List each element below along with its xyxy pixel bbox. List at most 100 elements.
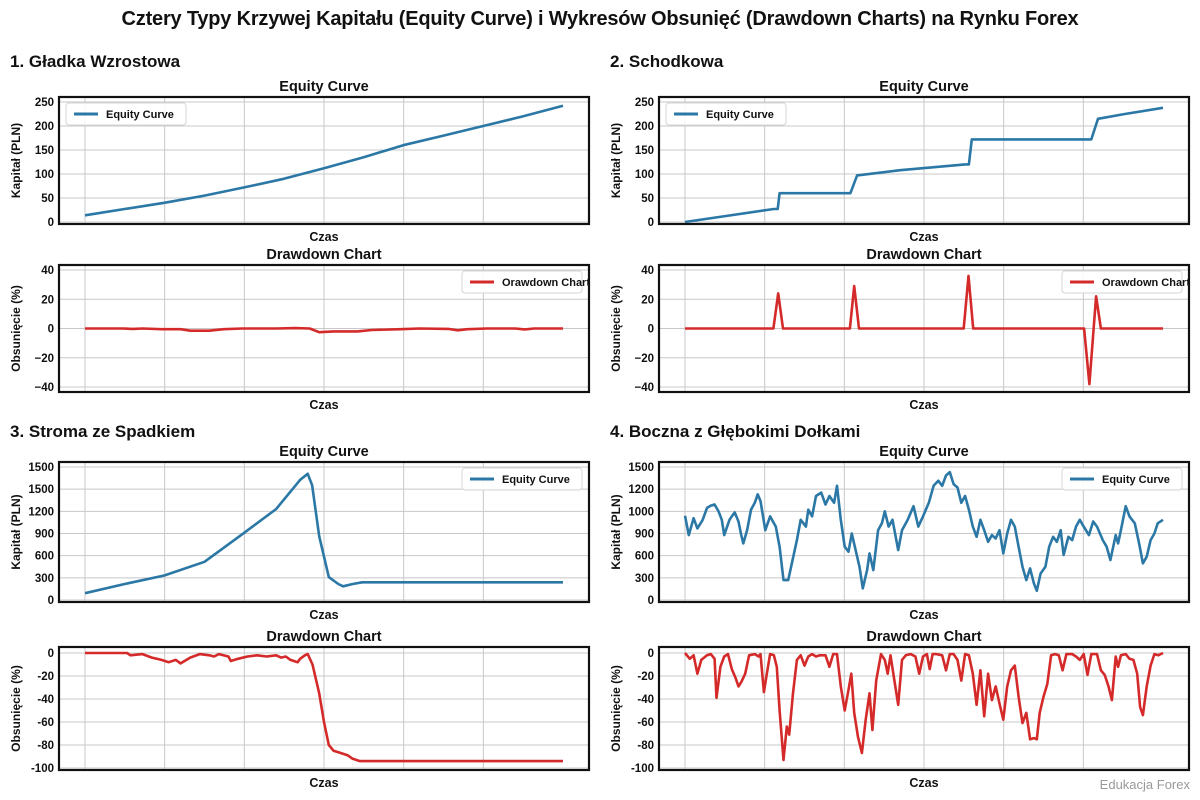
y-axis-label: Kapitał (PLN) bbox=[9, 494, 23, 569]
x-axis-label: Czas bbox=[309, 608, 338, 622]
panel-heading-4: 4. Boczna z Głębokimi Dołkami bbox=[610, 422, 861, 441]
y-tick-label: 1500 bbox=[28, 462, 54, 474]
legend-label: Orawdown Chart bbox=[502, 277, 590, 289]
y-tick-label: −20 bbox=[634, 353, 654, 365]
legend: Equity Curve bbox=[1061, 467, 1183, 491]
subplot-equity-3: 0 300 600 900 1200 1500 1500 Equity Curve Czas Ka… bbox=[9, 444, 591, 622]
y-tick-label: 0 bbox=[48, 324, 54, 336]
y-axis-label: Obsunięcie (%) bbox=[609, 285, 623, 372]
legend: Orawdown Chart bbox=[461, 270, 590, 294]
subplot-equity-4: 0 300 600 900 1000 1200 1500 Equity Curve Czas Ka… bbox=[609, 444, 1191, 622]
legend-label: Equity Curve bbox=[502, 474, 570, 486]
panel-heading-2: 2. Schodkowa bbox=[610, 52, 724, 71]
y-tick-label: -40 bbox=[637, 694, 654, 706]
plot-frame bbox=[57, 645, 591, 772]
drawdown-series-line bbox=[85, 651, 563, 763]
x-axis-label: Czas bbox=[909, 230, 938, 244]
y-tick-label: −20 bbox=[34, 353, 54, 365]
equity-series-line bbox=[684, 106, 1164, 224]
y-tick-label: 20 bbox=[41, 294, 54, 306]
equity-series-line bbox=[683, 470, 1164, 593]
y-axis-label: Obsunięcie (%) bbox=[9, 285, 23, 372]
legend: Equity Curve bbox=[665, 102, 787, 126]
subplot-drawdown-2: −40 −20 0 20 40 Drawdown Chart Czas Obsunięcie … bbox=[609, 247, 1190, 412]
legend-box bbox=[461, 467, 583, 491]
plot-frame bbox=[57, 460, 591, 604]
legend-box bbox=[461, 270, 583, 294]
y-axis-label: Kapitał (PLN) bbox=[609, 123, 623, 198]
y-tick-label: −40 bbox=[34, 382, 54, 394]
subplot-title: Drawdown Chart bbox=[866, 629, 981, 645]
y-tick-label: 1500 bbox=[28, 484, 54, 496]
subplot-equity-2: 0 50 100 150 200 250 Equity Curve Czas Kapitał (… bbox=[609, 79, 1191, 244]
y-tick-label: 900 bbox=[35, 529, 54, 541]
y-axis-label: Obsunięcie (%) bbox=[609, 665, 623, 752]
subplot-title: Drawdown Chart bbox=[266, 629, 381, 645]
y-tick-label: 1200 bbox=[28, 506, 54, 518]
drawdown-series-line bbox=[85, 326, 563, 334]
y-tick-label: 300 bbox=[35, 573, 54, 585]
legend: Equity Curve bbox=[65, 102, 187, 126]
legend: Orawdown Chart bbox=[1061, 270, 1190, 294]
y-tick-label: 40 bbox=[641, 265, 654, 277]
y-tick-label: 1200 bbox=[628, 484, 654, 496]
x-axis-label: Czas bbox=[309, 230, 338, 244]
y-tick-label: -80 bbox=[637, 740, 654, 752]
y-tick-label: -60 bbox=[37, 717, 54, 729]
y-tick-label: 0 bbox=[648, 595, 654, 607]
y-tick-label: 100 bbox=[635, 169, 654, 181]
legend-box bbox=[665, 102, 787, 126]
y-tick-label: 1000 bbox=[628, 506, 654, 518]
y-tick-label: -100 bbox=[31, 763, 54, 775]
y-tick-label: 0 bbox=[48, 595, 54, 607]
subplot-title: Equity Curve bbox=[879, 79, 968, 95]
x-axis-label: Czas bbox=[909, 608, 938, 622]
legend-label: Orawdown Chart bbox=[1102, 277, 1190, 289]
subplot-title: Equity Curve bbox=[879, 444, 968, 460]
subplot-drawdown-4: -100 -80 -60 -40 -20 0 Drawdown Chart Czas Obsun… bbox=[609, 629, 1191, 790]
subplot-title: Equity Curve bbox=[279, 444, 368, 460]
y-tick-label: 250 bbox=[35, 97, 54, 109]
equity-series-line bbox=[84, 472, 563, 595]
subplot-title: Equity Curve bbox=[279, 79, 368, 95]
y-tick-label: −40 bbox=[634, 382, 654, 394]
y-tick-label: 600 bbox=[635, 551, 654, 563]
y-tick-label: -100 bbox=[631, 763, 654, 775]
y-tick-label: 900 bbox=[635, 529, 654, 541]
x-axis-label: Czas bbox=[909, 776, 938, 790]
subplot-title: Drawdown Chart bbox=[866, 247, 981, 263]
panel-heading-1: 1. Gładka Wzrostowa bbox=[10, 52, 181, 71]
y-tick-label: 250 bbox=[635, 97, 654, 109]
watermark: Edukacja Forex bbox=[1099, 777, 1190, 792]
y-tick-label: 150 bbox=[35, 145, 54, 157]
x-axis-label: Czas bbox=[909, 398, 938, 412]
legend-label: Equity Curve bbox=[706, 109, 774, 121]
subplot-equity-1: 0 50 100 150 200 250 Equity Curve Czas Kapitał (… bbox=[9, 79, 591, 244]
y-tick-label: 0 bbox=[48, 648, 54, 660]
y-tick-label: 50 bbox=[41, 193, 54, 205]
y-tick-label: 20 bbox=[641, 294, 654, 306]
legend-box bbox=[1061, 270, 1183, 294]
subplot-drawdown-3: -100 -80 -60 -40 -20 0 Drawdown Chart Czas Obsun… bbox=[9, 629, 591, 790]
equity-series-line bbox=[84, 104, 564, 217]
y-tick-label: 0 bbox=[648, 217, 654, 229]
x-axis-label: Czas bbox=[309, 398, 338, 412]
y-tick-label: 50 bbox=[641, 193, 654, 205]
subplot-drawdown-1: −40 −20 0 20 40 Drawdown Chart Czas Obsunięcie … bbox=[9, 247, 590, 412]
y-axis-label: Kapitał (PLN) bbox=[9, 123, 23, 198]
y-tick-label: -80 bbox=[37, 740, 54, 752]
y-tick-label: -20 bbox=[37, 671, 54, 683]
y-axis-label: Obsunięcie (%) bbox=[9, 665, 23, 752]
y-tick-label: -20 bbox=[637, 671, 654, 683]
plot-frame bbox=[57, 95, 591, 226]
legend-label: Equity Curve bbox=[106, 109, 174, 121]
legend: Equity Curve bbox=[461, 467, 583, 491]
y-tick-label: 150 bbox=[635, 145, 654, 157]
legend-label: Equity Curve bbox=[1102, 474, 1170, 486]
y-tick-label: 100 bbox=[35, 169, 54, 181]
legend-box bbox=[65, 102, 187, 126]
plot-frame bbox=[657, 263, 1191, 394]
y-tick-label: 0 bbox=[48, 217, 54, 229]
plot-frame bbox=[657, 95, 1191, 226]
y-tick-label: 0 bbox=[648, 324, 654, 336]
